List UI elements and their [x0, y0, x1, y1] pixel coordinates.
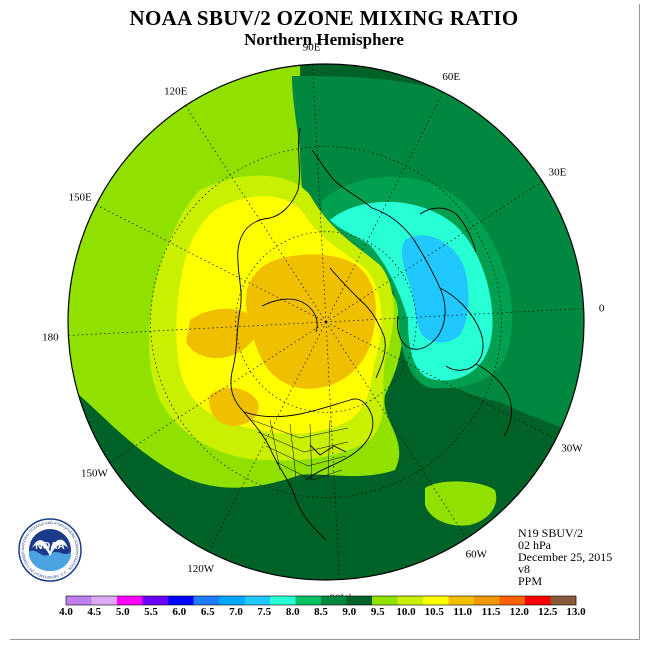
colorbar-label: 7.0 [229, 606, 243, 618]
colorbar-swatch [372, 596, 398, 605]
ozone-region-11-5 [245, 254, 376, 389]
colorbar-swatch [295, 596, 322, 605]
colorbar-label: 11.5 [481, 606, 501, 618]
colorbar-swatch [270, 596, 296, 605]
colorbar-swatch [244, 596, 271, 605]
page-title: NOAA SBUV/2 OZONE MIXING RATIO [129, 6, 519, 30]
longitude-label: 60W [466, 549, 488, 561]
longitude-label: 120E [164, 86, 188, 98]
map-disc [68, 64, 584, 580]
longitude-label: 30E [549, 167, 567, 179]
logo-ring-text: NATIONAL OCEANIC AND ATMOSPHERIC ADMINIS… [0, 0, 79, 579]
info-date: December 25, 2015 [518, 550, 613, 564]
figure-frame [10, 4, 640, 640]
colorbar-swatch [321, 596, 347, 605]
info-block: N19 SBUV/2 02 hPa December 25, 2015 v8 P… [518, 527, 612, 587]
graticule [68, 64, 584, 580]
colorbar-label: 6.0 [172, 606, 187, 618]
us-state-borders [251, 419, 349, 483]
colorbar-label: 6.5 [200, 606, 215, 618]
seagull-icon [32, 539, 68, 556]
colorbar-swatch [499, 596, 526, 605]
longitude-labels: 90E60E30E030W60W90W120W150W180150E120E [42, 41, 605, 604]
colorbar-swatch [525, 596, 551, 605]
ozone-region-10-0-atlantic [425, 481, 497, 526]
page-subtitle: Northern Hemisphere [244, 30, 404, 49]
colorbar-label: 12.0 [509, 606, 529, 618]
latitude-circle [150, 146, 502, 498]
colorbar-labels: 4.0 4.5 5.0 5.5 6.0 6.5 7.0 7.5 8.0 8.5 9.0 9.5 10.0… [0, 606, 648, 620]
colorbar-label: 7.5 [257, 606, 272, 618]
longitude-label: 150W [81, 467, 109, 479]
ozone-region-11-5-pacific [186, 308, 257, 359]
coastlines [230, 127, 512, 541]
map-boundary-circle [67, 63, 585, 581]
info-satellite: N19 SBUV/2 [518, 526, 584, 540]
colorbar-label: 13.0 [566, 606, 586, 618]
colorbar-swatch [66, 596, 92, 605]
colorbar-swatch [550, 596, 577, 605]
info-level: 02 hPa [518, 538, 551, 552]
colorbar-swatch [219, 596, 245, 605]
colorbar-swatch [193, 596, 220, 605]
info-version: v8 [518, 562, 530, 576]
latitude-circle [235, 231, 417, 413]
colorbar-label: 8.0 [285, 606, 300, 618]
colorbar-label: 10.5 [424, 606, 444, 618]
colorbar-label: 11.0 [453, 606, 473, 618]
colorbar-label: 9.5 [370, 606, 385, 618]
colorbar-label: 4.5 [87, 606, 102, 618]
colorbar [65, 595, 577, 606]
longitude-label: 30W [561, 442, 583, 454]
colorbar-label: 4.0 [59, 606, 73, 618]
logo-water-shape [29, 550, 71, 571]
colorbar-swatch [168, 596, 194, 605]
longitude-label: 150E [68, 192, 92, 204]
colorbar-label: 10.0 [396, 606, 416, 618]
colorbar-label: 12.5 [538, 606, 558, 618]
logo-text: NOAA [35, 541, 64, 552]
colorbar-label: 5.5 [144, 606, 158, 618]
colorbar-swatch [91, 596, 118, 605]
colorbar-swatch [117, 596, 143, 605]
noaa-logo: NOAA NATIONAL OCEANIC AND ATMOSPHERIC AD… [0, 0, 82, 582]
colorbar-swatch [346, 596, 373, 605]
colorbar-swatch [397, 596, 424, 605]
longitude-label: 120W [187, 563, 215, 575]
ozone-region-11-5-alaska [209, 387, 259, 426]
colorbar-swatch [423, 596, 449, 605]
info-units: PPM [518, 574, 543, 588]
colorbar-label: 9.0 [342, 606, 357, 618]
longitude-label: 60E [442, 71, 460, 83]
colorbar-swatch [474, 596, 500, 605]
longitude-label: 90E [303, 41, 321, 53]
colorbar-swatch [142, 596, 169, 605]
colorbar-outline [65, 595, 577, 606]
colorbar-label: 5.0 [115, 606, 130, 618]
longitude-label: 180 [42, 331, 59, 343]
colorbar-label: 8.5 [314, 606, 328, 618]
colorbar-swatch [448, 596, 475, 605]
longitude-label: 0 [599, 303, 605, 315]
